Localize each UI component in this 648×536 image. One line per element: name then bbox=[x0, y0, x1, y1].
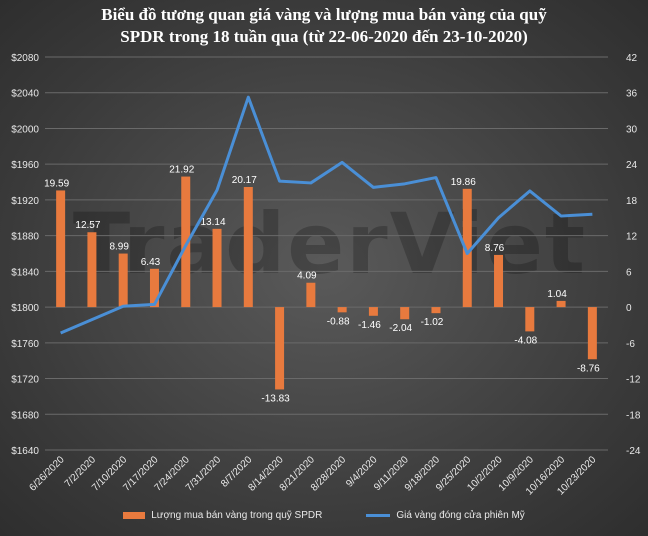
left-tick-label: $1960 bbox=[11, 160, 39, 171]
right-tick-label: 6 bbox=[626, 267, 632, 278]
bar-data-label: 19.86 bbox=[451, 177, 476, 188]
right-tick-label: -18 bbox=[626, 410, 641, 421]
legend-label-bar: Lượng mua bán vàng trong quỹ SPDR bbox=[151, 510, 323, 521]
right-tick-label: 0 bbox=[626, 303, 632, 314]
right-tick-label: 36 bbox=[626, 89, 638, 100]
bar-data-label: -0.88 bbox=[327, 316, 350, 327]
left-tick-label: $2000 bbox=[11, 124, 39, 135]
bar bbox=[243, 186, 253, 308]
chart-title: Biểu đồ tương quan giá vàng và lượng mua… bbox=[0, 4, 648, 48]
x-tick-label: 6/26/2020 bbox=[28, 454, 68, 494]
left-tick-label: $1840 bbox=[11, 267, 39, 278]
legend-swatch-bar bbox=[123, 512, 146, 519]
x-tick-label: 8/28/2020 bbox=[309, 454, 349, 494]
bar-data-label: -2.04 bbox=[389, 323, 412, 334]
bar-data-label: 6.43 bbox=[141, 257, 161, 268]
bar bbox=[462, 188, 472, 308]
right-tick-label: 18 bbox=[626, 196, 638, 207]
right-tick-label: -24 bbox=[626, 446, 641, 457]
left-tick-label: $2040 bbox=[11, 89, 39, 100]
chart-title-line1: Biểu đồ tương quan giá vàng và lượng mua… bbox=[101, 5, 547, 24]
bar bbox=[149, 268, 159, 308]
bar bbox=[212, 228, 222, 308]
price-line bbox=[60, 95, 593, 335]
bar bbox=[87, 232, 97, 308]
bar bbox=[525, 307, 535, 332]
left-tick-label: $1800 bbox=[11, 303, 39, 314]
legend-swatch-line bbox=[366, 514, 391, 517]
chart-title-line2: SPDR trong 18 tuần qua (từ 22-06-2020 đế… bbox=[120, 27, 528, 46]
bar-data-label: 13.14 bbox=[201, 217, 226, 228]
left-tick-label: $1640 bbox=[11, 446, 39, 457]
bar-data-label: -1.02 bbox=[421, 317, 444, 328]
bar-data-label: 4.09 bbox=[297, 271, 317, 282]
left-tick-label: $1720 bbox=[11, 375, 39, 386]
bar bbox=[494, 254, 504, 308]
bar-data-label: 19.59 bbox=[44, 178, 69, 189]
bar bbox=[118, 253, 128, 308]
bar-data-label: 21.92 bbox=[169, 165, 194, 176]
bar bbox=[275, 307, 285, 390]
left-tick-label: $1880 bbox=[11, 232, 39, 243]
right-tick-label: 30 bbox=[626, 124, 638, 135]
x-tick-label: 7/31/2020 bbox=[184, 454, 224, 494]
bar-data-label: 8.99 bbox=[109, 242, 129, 253]
bar-data-label: 12.57 bbox=[75, 220, 100, 231]
left-tick-label: $1760 bbox=[11, 339, 39, 350]
bar bbox=[431, 307, 441, 314]
bar bbox=[181, 176, 191, 308]
legend-item-bar: Lượng mua bán vàng trong quỹ SPDR bbox=[123, 510, 322, 521]
right-tick-label: 12 bbox=[626, 232, 638, 243]
bar-data-label: 1.04 bbox=[547, 289, 567, 300]
bar bbox=[400, 307, 410, 320]
bar bbox=[56, 190, 66, 308]
left-tick-label: $1680 bbox=[11, 410, 39, 421]
right-tick-label: 42 bbox=[626, 53, 638, 64]
bar-data-label: 8.76 bbox=[485, 243, 505, 254]
bar bbox=[368, 307, 378, 316]
right-tick-label: 24 bbox=[626, 160, 638, 171]
bar-data-label: -1.46 bbox=[358, 320, 381, 331]
bar-data-label: -8.76 bbox=[577, 363, 600, 374]
bar-data-label: -13.83 bbox=[261, 393, 290, 404]
left-tick-label: $1920 bbox=[11, 196, 39, 207]
bar bbox=[587, 307, 597, 360]
bar-data-label: -4.08 bbox=[514, 335, 537, 346]
bar bbox=[306, 282, 316, 308]
bar-data-label: 20.17 bbox=[232, 175, 257, 186]
right-tick-label: -12 bbox=[626, 375, 641, 386]
legend-item-line: Giá vàng đóng cửa phiên Mỹ bbox=[366, 510, 525, 521]
bar bbox=[337, 307, 347, 313]
legend-label-line: Giá vàng đóng cửa phiên Mỹ bbox=[396, 510, 525, 521]
bar bbox=[556, 300, 566, 308]
chart-legend: Lượng mua bán vàng trong quỹ SPDR Giá và… bbox=[0, 510, 648, 521]
left-tick-label: $2080 bbox=[11, 53, 39, 64]
right-tick-label: -6 bbox=[626, 339, 635, 350]
